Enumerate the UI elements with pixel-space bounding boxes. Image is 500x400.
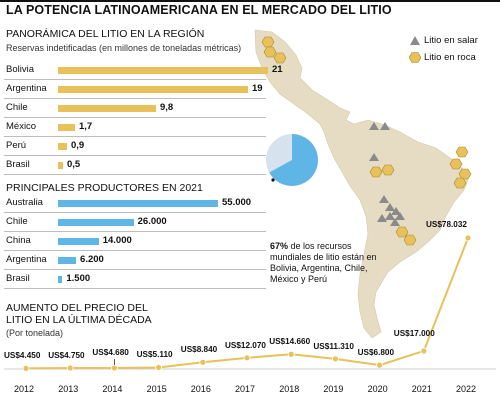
bar-value: 26.000: [137, 216, 167, 227]
legend-roca-label: Litio en roca: [424, 52, 476, 63]
title-rule: [0, 0, 500, 2]
year-label: 2022: [456, 384, 477, 394]
bar-value: 14.000: [102, 235, 132, 246]
price-point: [464, 234, 472, 242]
price-value: US$4.680: [92, 348, 129, 358]
bar-label: Perú: [6, 140, 27, 151]
year-label: 2012: [14, 384, 35, 394]
roca-markers: [261, 36, 472, 246]
bar-value: 19: [252, 83, 263, 94]
price-subtitle: (Por tonelada): [6, 328, 64, 338]
legend-roca-icon: [409, 52, 421, 63]
bar: [58, 200, 218, 207]
price-point: [66, 364, 74, 372]
legend-salar-label: Litio en salar: [424, 35, 478, 46]
bar-label: Argentina: [6, 254, 47, 265]
pie-note-text: de los recursos mundiales de litio están…: [270, 241, 377, 284]
bar-label: Chile: [6, 102, 28, 113]
bar: [58, 238, 99, 245]
producers-title: PRINCIPALES PRODUCTORES EN 2021: [6, 182, 203, 194]
price-point: [376, 361, 384, 369]
year-label: 2015: [146, 384, 167, 394]
row-divider: [4, 136, 266, 137]
pie-note-pct: 67%: [270, 241, 289, 251]
bar-value: 9,8: [160, 102, 174, 113]
price-point: [287, 350, 295, 358]
resources-pie: [266, 134, 318, 186]
price-point: [243, 354, 251, 362]
bar-label: México: [6, 121, 37, 132]
price-value: US$6.800: [357, 348, 395, 358]
bar-value: 0,5: [67, 159, 81, 170]
bar-label: Chile: [6, 216, 28, 227]
bar-label: Bolivia: [6, 64, 34, 75]
bar: [58, 105, 156, 112]
bar-value: 55.000: [222, 197, 252, 208]
bar-value: 6.200: [80, 254, 104, 265]
row-divider: [4, 79, 266, 80]
price-value: US$11.310: [313, 341, 354, 351]
bar: [58, 276, 63, 283]
year-label: 2016: [190, 384, 211, 394]
bar-value: 1.500: [66, 273, 91, 284]
year-label: 2017: [235, 384, 256, 394]
price-value: US$14.660: [269, 337, 311, 347]
year-label: 2018: [279, 384, 300, 394]
price-title: AUMENTO DEL PRECIO DEL LITIO EN LA ÚLTIM…: [6, 302, 152, 326]
row-divider: [4, 98, 266, 99]
page-title: LA POTENCIA LATINOAMERICANA EN EL MERCAD…: [6, 3, 392, 17]
price-point: [420, 347, 428, 355]
price-value: US$4.450: [4, 351, 41, 361]
pie-pointer-dot: [271, 178, 275, 182]
price-point: [111, 364, 118, 372]
price-value: US$12.070: [225, 340, 266, 350]
map-land: [254, 29, 469, 339]
south-america-map: [254, 29, 472, 339]
row-divider: [4, 212, 266, 213]
year-label: 2021: [411, 384, 432, 394]
row-divider: [4, 117, 266, 118]
bar: [58, 86, 248, 93]
year-label: 2020: [367, 384, 388, 394]
row-divider: [4, 155, 266, 156]
price-value: US$8.840: [180, 345, 218, 355]
bar-value: 1,7: [79, 121, 93, 132]
year-label: 2014: [102, 384, 123, 394]
price-value: US$5.110: [136, 350, 173, 360]
price-point: [199, 358, 207, 366]
bar: [58, 67, 268, 74]
bar-value: 21: [272, 64, 283, 75]
pie-note: 67% de los recursos mundiales de litio e…: [270, 241, 390, 285]
bar-label: Brasil: [6, 159, 30, 170]
year-label: 2013: [58, 384, 79, 394]
bar-label: Brasil: [6, 273, 30, 284]
price-point: [22, 364, 30, 372]
reserves-title: PANORÁMICA DEL LITIO EN LA REGIÓN: [6, 28, 205, 40]
price-value: US$4.750: [48, 350, 85, 360]
bar-value: 0,9: [71, 140, 85, 151]
bar-label: Australia: [6, 197, 43, 208]
row-divider: [4, 269, 266, 270]
row-divider: [4, 174, 266, 175]
year-label: 2019: [323, 384, 344, 394]
legend-salar-icon: [410, 36, 420, 45]
row-divider: [4, 231, 266, 232]
bar: [58, 257, 77, 264]
salar-markers: [369, 122, 405, 226]
bar: [58, 162, 63, 169]
bar: [58, 143, 67, 150]
bar-label: Argentina: [6, 83, 47, 94]
bar: [58, 124, 75, 131]
price-value: US$17.000: [393, 329, 435, 338]
price-value: US$78.032: [426, 220, 467, 229]
row-divider: [4, 288, 266, 289]
price-point: [331, 355, 339, 363]
bar: [58, 219, 134, 226]
price-point: [155, 364, 163, 371]
row-divider: [4, 250, 266, 251]
bar-label: China: [6, 235, 31, 246]
reserves-subtitle: Reservas indetificadas (en millones de t…: [6, 43, 242, 53]
pie-slice-67: [269, 134, 318, 186]
